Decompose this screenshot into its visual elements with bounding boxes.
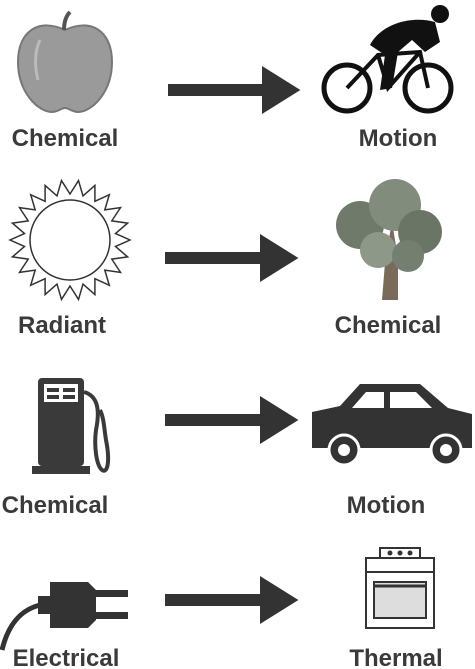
sun-icon xyxy=(10,181,130,300)
target-label: Motion xyxy=(347,492,426,519)
target-label: Thermal xyxy=(349,645,442,669)
source-label: Electrical xyxy=(13,645,120,669)
source-label: Chemical xyxy=(12,125,119,152)
target-label: Chemical xyxy=(335,312,442,339)
stove-icon xyxy=(366,548,434,628)
apple-icon xyxy=(18,12,112,112)
target-label: Motion xyxy=(359,125,438,152)
tree-icon xyxy=(336,179,442,300)
car-icon xyxy=(312,384,472,465)
gas-pump-icon xyxy=(32,378,108,474)
source-label: Chemical xyxy=(2,492,109,519)
plug-icon xyxy=(2,582,128,650)
source-label: Radiant xyxy=(18,312,106,339)
cyclist-icon xyxy=(324,5,451,111)
energy-diagram: Chemical Motion Radiant Chemical Chemica… xyxy=(0,0,475,669)
